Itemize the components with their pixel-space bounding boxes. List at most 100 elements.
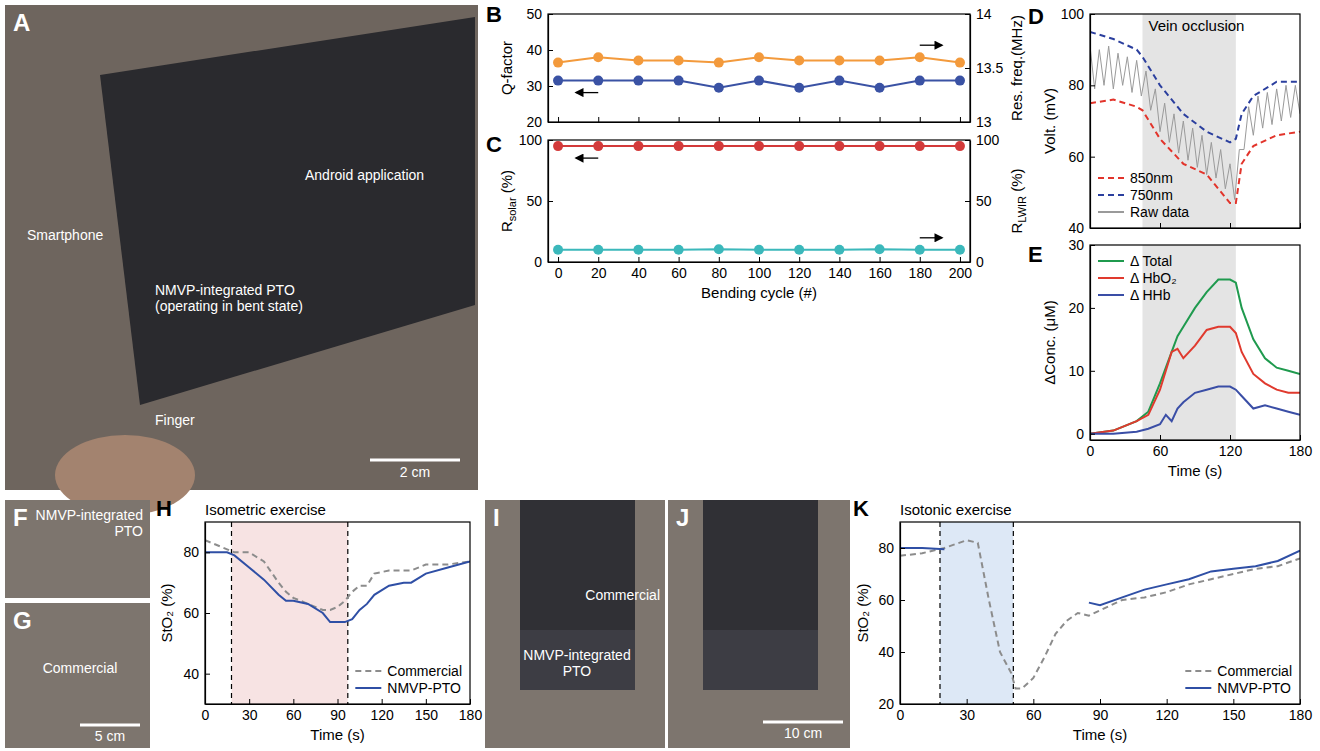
- tick: [558, 117, 559, 122]
- series-line: [900, 548, 1300, 605]
- series-line: [1090, 46, 1300, 199]
- plot-area: [1090, 245, 1300, 440]
- photo-label-line: 10 cm: [784, 725, 822, 741]
- tick-label: 90: [1093, 707, 1109, 723]
- photo-label: 2 cm: [400, 464, 430, 480]
- series-line: [900, 540, 1300, 688]
- tick-mark: [965, 201, 970, 202]
- photo-label-line: Finger: [155, 412, 195, 428]
- photo-label: NMVP-integrated PTO(operating in bent st…: [155, 282, 303, 314]
- tick-mark: [249, 699, 250, 704]
- tick: 100: [519, 132, 553, 148]
- tick-mark: [1160, 223, 1161, 228]
- axis-arrow: [576, 157, 598, 158]
- tick-label: 80: [878, 540, 894, 556]
- axis-line: [1091, 440, 1301, 441]
- tick-label: 60: [1068, 149, 1084, 165]
- chart-panel: Vein occlusion406080100Volt. (mV)850nm75…: [1028, 4, 1301, 236]
- tick: [1160, 223, 1161, 228]
- tick: 40: [526, 42, 553, 58]
- panel-letter: I: [493, 504, 500, 531]
- tick-mark: [205, 613, 210, 614]
- y-axis: 20406080: [878, 523, 905, 712]
- panel-letter: B: [486, 2, 502, 27]
- tick-label: 0: [534, 254, 542, 270]
- series-marker: [633, 55, 643, 65]
- tick-mark: [382, 699, 383, 704]
- tick: 80: [1068, 77, 1095, 93]
- series-marker: [834, 55, 844, 65]
- tick: 100: [965, 132, 1000, 148]
- tick: 60: [878, 592, 905, 608]
- axis-line: [206, 704, 471, 705]
- legend-label: Δ HbO₂: [1130, 270, 1177, 286]
- tick-mark: [1090, 14, 1095, 15]
- tick-label: 140: [828, 265, 852, 281]
- series-line: [1090, 387, 1300, 434]
- series-line: [1090, 327, 1300, 434]
- tick: 60: [183, 605, 210, 621]
- legend-swatch: [1185, 687, 1211, 689]
- series-marker: [674, 55, 684, 65]
- tick-mark: [880, 257, 881, 262]
- tick: 150: [415, 699, 439, 723]
- tick-mark: [1090, 228, 1095, 229]
- tick-mark: [548, 262, 553, 263]
- tick: 180: [1289, 699, 1313, 723]
- tick-label: 120: [788, 265, 812, 281]
- panel-letter: D: [1028, 4, 1044, 29]
- tick-label: 40: [878, 644, 894, 660]
- series-marker: [674, 245, 684, 255]
- tick: 140: [828, 257, 852, 281]
- tick-label: 30: [526, 78, 542, 94]
- tick-mark: [205, 552, 210, 553]
- photo-label: Android application: [305, 167, 424, 183]
- tick-mark: [470, 699, 471, 704]
- series-marker: [915, 52, 925, 62]
- photo-label: Commercial: [585, 587, 660, 603]
- tick-label: 20: [1068, 300, 1084, 316]
- tick: 0: [534, 254, 553, 270]
- tick-mark: [548, 122, 553, 123]
- axis-title: RLWIR (%): [1008, 168, 1028, 233]
- photo-placeholder: [5, 5, 478, 490]
- x-axis: 020406080100120140160180200: [549, 257, 973, 281]
- photo-label: Smartphone: [27, 227, 103, 243]
- photo-label-line: PTO: [114, 523, 143, 539]
- scale-bar: [370, 459, 460, 462]
- x-axis: 0306090120150180: [897, 699, 1313, 723]
- photo-panel: AAndroid applicationSmartphoneNMVP-integ…: [5, 5, 478, 515]
- series-marker: [714, 58, 724, 68]
- tick-mark: [1230, 223, 1231, 228]
- x-axis: 0306090120150180: [202, 699, 483, 723]
- tick-label: 60: [183, 605, 199, 621]
- tick-mark: [558, 117, 559, 122]
- tick-label: 200: [949, 265, 973, 281]
- series-marker: [754, 52, 764, 62]
- y-axis: 050100: [519, 132, 553, 270]
- legend-label: Raw data: [1130, 204, 1189, 220]
- scale-bar: [80, 724, 140, 727]
- series-marker: [915, 245, 925, 255]
- series-marker: [754, 76, 764, 86]
- legend-label: Commercial: [1217, 663, 1292, 679]
- axis-line: [549, 122, 971, 123]
- tick-label: 20: [526, 114, 542, 130]
- plot-area: [1090, 14, 1300, 228]
- photo-label-line: NMVP-integrated: [36, 507, 143, 523]
- tick: 50: [965, 193, 992, 209]
- series-marker: [834, 141, 844, 151]
- plot-frame: [1090, 245, 1300, 440]
- axis-line: [549, 262, 971, 263]
- tick-mark: [638, 257, 639, 262]
- photo-label: NMVP-integratedPTO: [36, 507, 143, 539]
- tick-mark: [598, 117, 599, 122]
- tick-label: 30: [959, 707, 975, 723]
- tick-mark: [920, 257, 921, 262]
- tick-mark: [900, 600, 905, 601]
- tick-label: 180: [909, 265, 933, 281]
- chart-panel: 020406080100120140160180200050100050100R…: [486, 132, 1028, 301]
- tick-mark: [759, 117, 760, 122]
- legend-swatch: [355, 670, 381, 672]
- legend-label: Δ HHb: [1130, 287, 1171, 303]
